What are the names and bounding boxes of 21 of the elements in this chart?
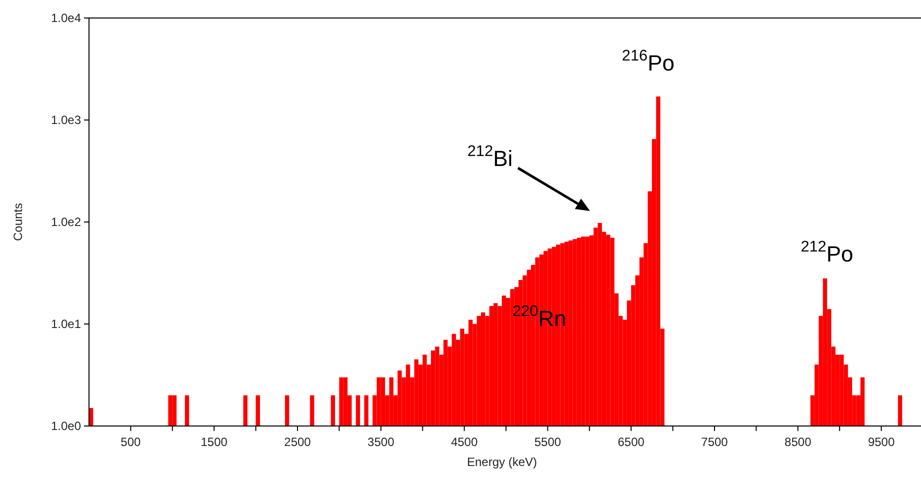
x-tick-label: 3500 bbox=[368, 435, 395, 449]
annotation: $^{216}$Po bbox=[622, 47, 675, 76]
y-tick-label: 1.0e0 bbox=[50, 419, 82, 433]
y-axis-title: Counts bbox=[11, 202, 25, 242]
x-tick-label: 500 bbox=[120, 435, 142, 449]
annotation: $^{220}$Rn bbox=[512, 302, 566, 331]
x-tick-label: 2500 bbox=[284, 435, 312, 449]
x-tick-label: 1500 bbox=[200, 435, 228, 449]
x-tick-label: 6500 bbox=[618, 435, 645, 449]
annotation: $^{212}$Po bbox=[800, 238, 854, 266]
x-tick-label: 5500 bbox=[534, 435, 562, 449]
y-tick-label: 1.0e2 bbox=[50, 215, 82, 229]
y-tick-label: 1.0e1 bbox=[50, 317, 82, 331]
x-axis-title: Energy (keV) bbox=[466, 455, 538, 469]
x-tick-label: 8500 bbox=[784, 435, 812, 449]
x-tick-label: 9500 bbox=[868, 435, 895, 449]
annotation: $^{212}$Bi bbox=[467, 142, 513, 171]
x-tick-label: 4500 bbox=[450, 435, 478, 449]
y-tick-label: 1.0e4 bbox=[50, 11, 82, 25]
x-tick-label: 7500 bbox=[701, 435, 728, 449]
y-tick-label: 1.0e3 bbox=[50, 113, 82, 127]
